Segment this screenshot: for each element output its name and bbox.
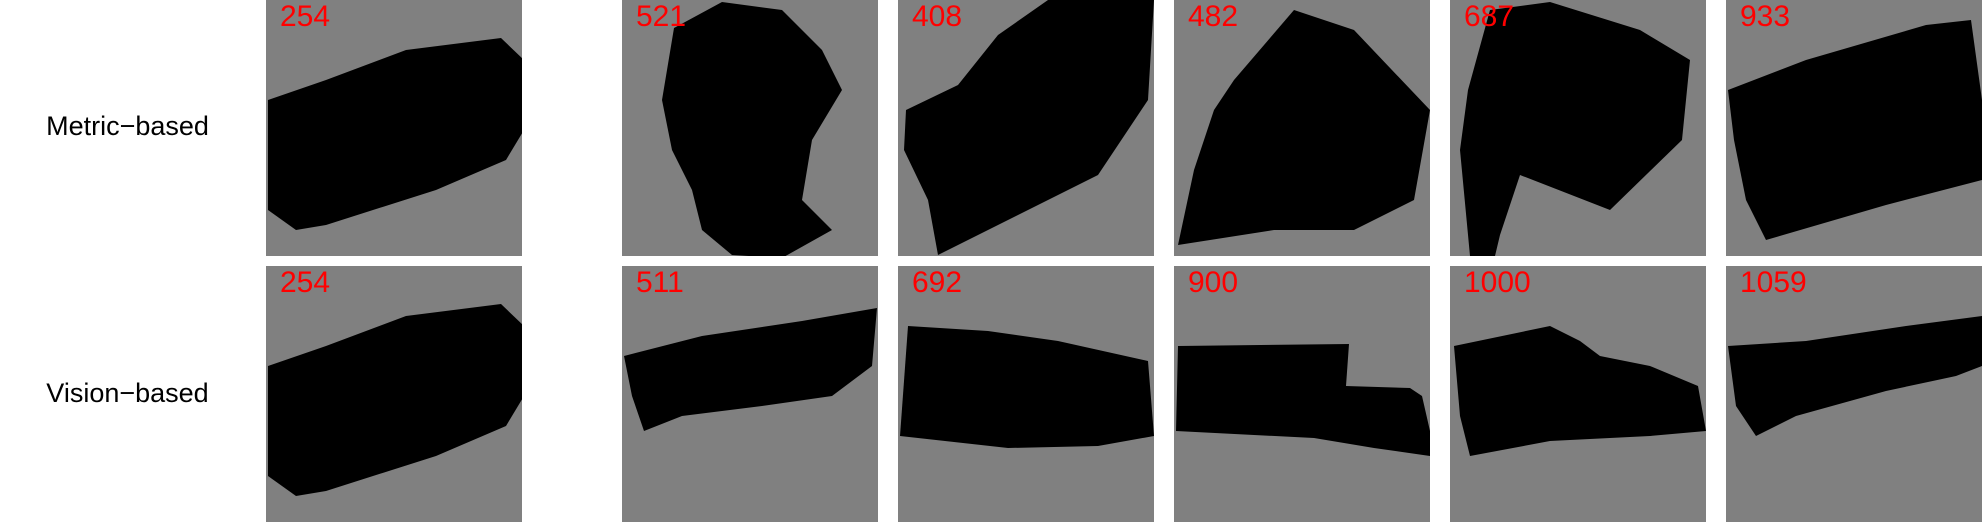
- tile-id: 1059: [1740, 266, 1807, 299]
- tile-metric-1: 254: [266, 0, 522, 256]
- tile-id: 408: [912, 0, 963, 33]
- footprint-shape: [268, 304, 522, 496]
- tile-vision-1: 254: [266, 266, 522, 522]
- tile-id: 482: [1188, 0, 1239, 33]
- footprint-shape: [268, 38, 522, 230]
- footprint-shape: [624, 308, 877, 431]
- footprint-shape: [1728, 316, 1982, 436]
- footprint-shape: [662, 2, 842, 256]
- tile-metric-5: 687: [1450, 0, 1706, 256]
- tile-metric-2: 521: [622, 0, 878, 256]
- footprint-shape: [1728, 20, 1982, 240]
- tile-vision-3: 692: [898, 266, 1154, 522]
- tile-vision-6: 1059: [1726, 266, 1982, 522]
- tile-vision-2: 511: [622, 266, 878, 522]
- tile-id: 521: [636, 0, 687, 33]
- tile-metric-3: 408: [898, 0, 1154, 256]
- row-label-metric-based: Metric−based: [46, 111, 209, 141]
- footprint-shape: [1178, 10, 1430, 245]
- tile-id: 1000: [1464, 266, 1531, 299]
- tile-vision-4: 900: [1174, 266, 1430, 522]
- footprint-shape: [1176, 344, 1430, 456]
- footprint-shape: [900, 326, 1154, 448]
- tile-id: 900: [1188, 266, 1239, 299]
- tile-id: 254: [280, 0, 331, 33]
- tile-id: 687: [1464, 0, 1515, 33]
- footprint-shape: [904, 0, 1154, 255]
- tile-id: 511: [636, 266, 684, 299]
- tile-id: 254: [280, 266, 331, 299]
- row-label-vision-based: Vision−based: [46, 378, 209, 408]
- tile-id: 692: [912, 266, 963, 299]
- footprint-shape: [1460, 2, 1690, 256]
- tile-metric-6: 933: [1726, 0, 1982, 256]
- tile-vision-5: 1000: [1450, 266, 1706, 522]
- tile-metric-4: 482: [1174, 0, 1430, 256]
- tile-id: 933: [1740, 0, 1791, 33]
- footprint-shape: [1454, 326, 1706, 456]
